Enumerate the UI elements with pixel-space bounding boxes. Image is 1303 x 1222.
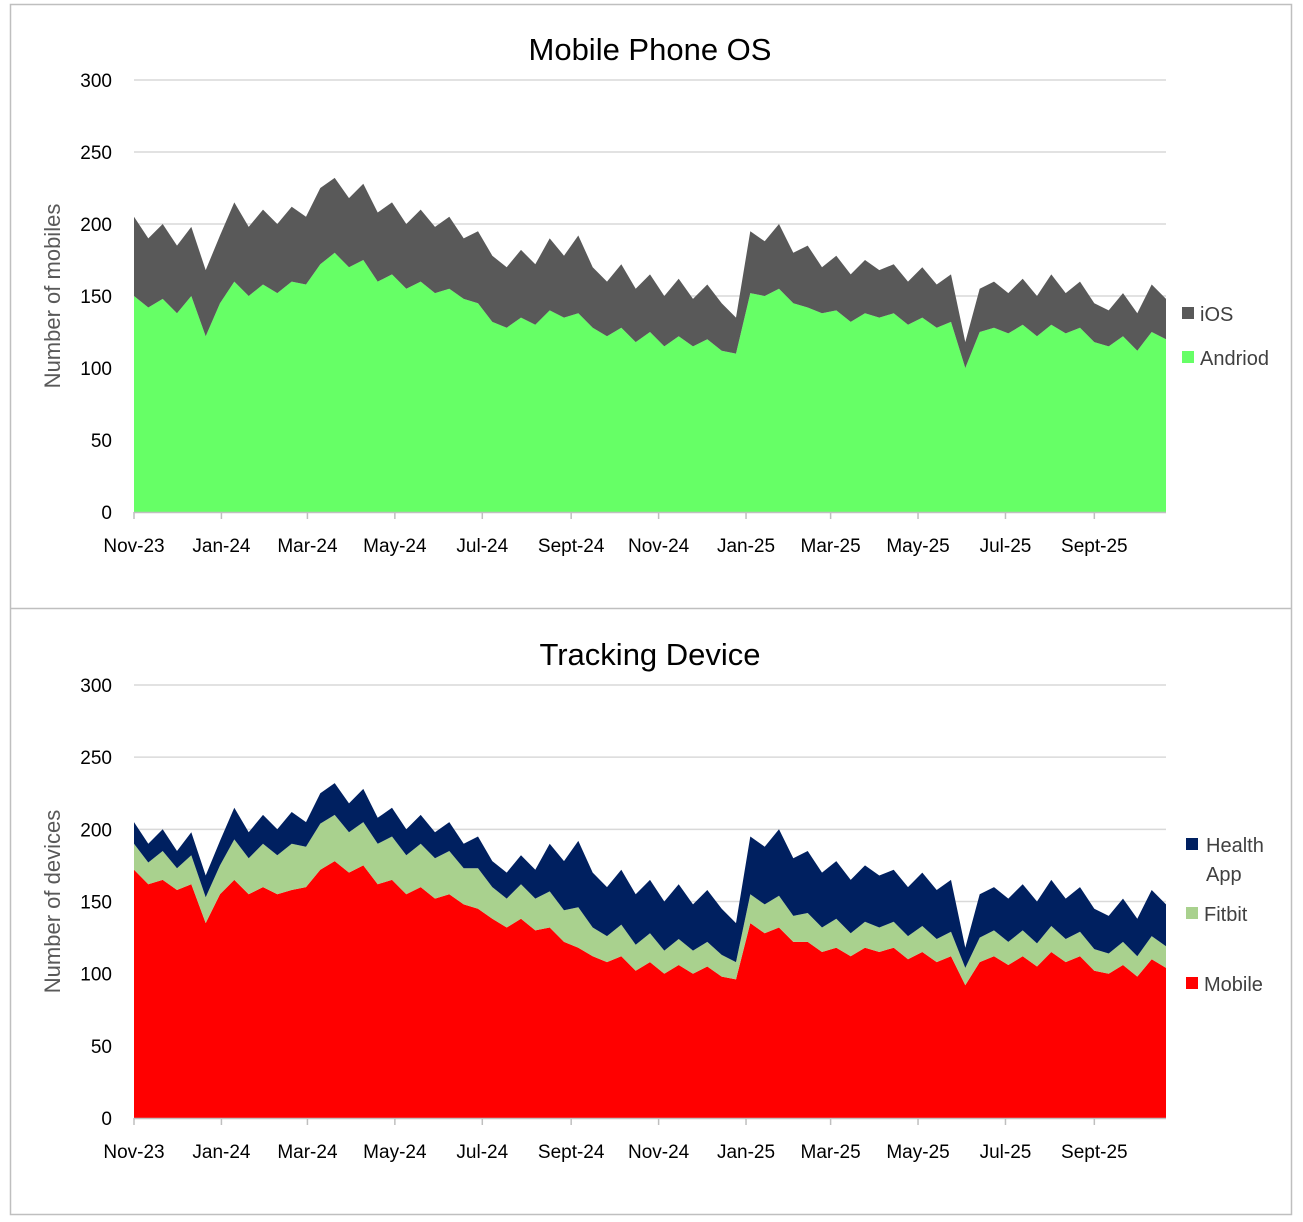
y-axis-label: Number of devices: [40, 810, 65, 993]
x-tick-label: Sept-25: [1061, 1142, 1128, 1163]
legend-item-mobile: Mobile: [1186, 974, 1263, 996]
y-tick-label: 100: [80, 359, 112, 380]
x-tick-label: Sept-24: [538, 536, 605, 557]
x-tick-label: Jul-24: [456, 1142, 508, 1163]
area-fitbit: [134, 814, 1166, 986]
legend-label: iOS: [1200, 304, 1233, 326]
x-tick-label: Nov-23: [103, 536, 164, 557]
chart-title: Tracking Device: [539, 637, 760, 672]
legend-swatch: [1186, 838, 1198, 850]
area-ios: [134, 177, 1166, 368]
x-tick-label: Mar-24: [277, 536, 338, 557]
y-tick-label: 150: [80, 893, 112, 914]
x-tick-label: Jan-25: [717, 536, 775, 557]
x-tick-label: Nov-24: [628, 536, 690, 557]
legend-item-andriod: Andriod: [1182, 348, 1269, 370]
x-tick-label: May-24: [363, 536, 427, 557]
x-tick-label: Sept-25: [1061, 536, 1128, 557]
x-tick-label: May-25: [886, 536, 949, 557]
legend-label: Andriod: [1200, 348, 1269, 370]
legend-swatch: [1182, 351, 1194, 363]
x-tick-label: Jul-25: [980, 1142, 1032, 1163]
tracking-device-chart: Tracking Device 0 50 100 150 200 250 300 Number …: [40, 637, 1264, 1163]
y-tick-label: 250: [80, 748, 112, 769]
x-tick-label: Mar-25: [801, 1142, 861, 1163]
x-tick-label: Jan-25: [717, 1142, 775, 1163]
area-layers: [134, 177, 1166, 513]
x-tick-label: Mar-24: [277, 1142, 338, 1163]
x-tick-label: May-25: [886, 1142, 949, 1163]
legend: Health App Fitbit Mobile: [1186, 835, 1264, 996]
area-layers: [134, 783, 1166, 1118]
legend-label: Mobile: [1204, 974, 1263, 996]
x-tick-label: Sept-24: [538, 1142, 605, 1163]
y-tick-label: 250: [80, 143, 112, 164]
y-tick-label: 300: [80, 71, 112, 92]
legend-item-health-app: Health App: [1186, 835, 1264, 886]
x-tick-label: Jul-24: [456, 536, 508, 557]
y-tick-label: 200: [80, 820, 112, 841]
y-tick-label: 50: [91, 431, 112, 452]
y-tick-label: 300: [80, 676, 112, 697]
y-tick-label: 150: [80, 287, 112, 308]
legend-label: Fitbit: [1204, 904, 1248, 926]
y-tick-label: 100: [80, 965, 112, 986]
y-tick-label: 0: [101, 503, 112, 524]
legend: iOS Andriod: [1182, 304, 1269, 370]
legend-label: Health App: [1206, 835, 1264, 886]
area-mobile: [134, 861, 1166, 1118]
area-health-app: [134, 783, 1166, 968]
y-tick-label: 0: [101, 1109, 112, 1130]
area-andriod: [134, 252, 1166, 513]
legend-item-ios: iOS: [1182, 304, 1233, 326]
chart-title: Mobile Phone OS: [529, 32, 772, 67]
mobile-os-chart: Mobile Phone OS 0 50 100 150 200 250 300 Number …: [40, 32, 1269, 557]
legend-swatch: [1186, 977, 1198, 989]
x-tick-label: Jan-24: [192, 536, 251, 557]
x-tick-label: May-24: [363, 1142, 427, 1163]
legend-item-fitbit: Fitbit: [1186, 904, 1248, 926]
y-tick-label: 200: [80, 215, 112, 236]
legend-swatch: [1186, 907, 1198, 919]
legend-swatch: [1182, 307, 1194, 319]
x-tick-label: Jan-24: [192, 1142, 251, 1163]
y-tick-label: 50: [91, 1037, 112, 1058]
y-axis-label: Number of mobiles: [40, 204, 65, 389]
x-tick-label: Jul-25: [980, 536, 1032, 557]
x-tick-label: Nov-23: [103, 1142, 164, 1163]
x-tick-label: Mar-25: [801, 536, 861, 557]
x-tick-label: Nov-24: [628, 1142, 690, 1163]
